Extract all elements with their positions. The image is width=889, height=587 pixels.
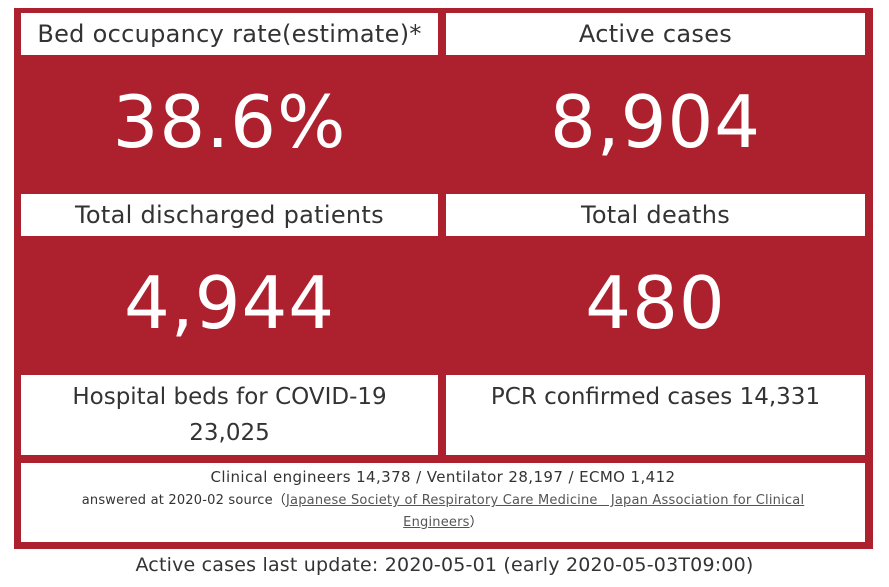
active-cases-value: 8,904 <box>549 80 762 164</box>
discharged-label: Total discharged patients <box>75 201 384 229</box>
hospital-beds-box: Hospital beds for COVID-19 23,025 <box>21 375 438 455</box>
source-link[interactable]: Japanese Society of Respiratory Care Med… <box>286 493 805 530</box>
answered-prefix: answered at 2020-02 source（ <box>81 493 286 508</box>
covid-dashboard: Bed occupancy rate(estimate)* Active cas… <box>14 8 873 549</box>
deaths-value: 480 <box>585 261 726 345</box>
pcr-confirmed-box: PCR confirmed cases 14,331 <box>446 375 865 455</box>
hospital-beds-label: Hospital beds for COVID-19 <box>72 384 387 410</box>
deaths-label: Total deaths <box>580 201 731 229</box>
hospital-beds-value: 23,025 <box>189 420 270 446</box>
pcr-confirmed-text: PCR confirmed cases 14,331 <box>490 384 821 410</box>
equipment-footer-box: Clinical engineers 14,378 / Ventilator 2… <box>21 463 865 542</box>
discharged-value: 4,944 <box>123 261 336 345</box>
deaths-label-box: Total deaths <box>446 194 865 236</box>
answered-suffix: ） <box>469 515 483 530</box>
active-cases-label-box: Active cases <box>446 13 865 55</box>
last-update-text: Active cases last update: 2020-05-01 (ea… <box>135 554 754 576</box>
source-note: answered at 2020-02 source（Japanese Soci… <box>21 490 865 534</box>
equipment-counts: Clinical engineers 14,378 / Ventilator 2… <box>210 468 676 486</box>
bed-occupancy-label-box: Bed occupancy rate(estimate)* <box>21 13 438 55</box>
discharged-label-box: Total discharged patients <box>21 194 438 236</box>
bed-occupancy-value: 38.6% <box>112 80 347 164</box>
active-cases-label: Active cases <box>578 20 733 48</box>
bed-occupancy-label: Bed occupancy rate(estimate)* <box>37 20 422 48</box>
